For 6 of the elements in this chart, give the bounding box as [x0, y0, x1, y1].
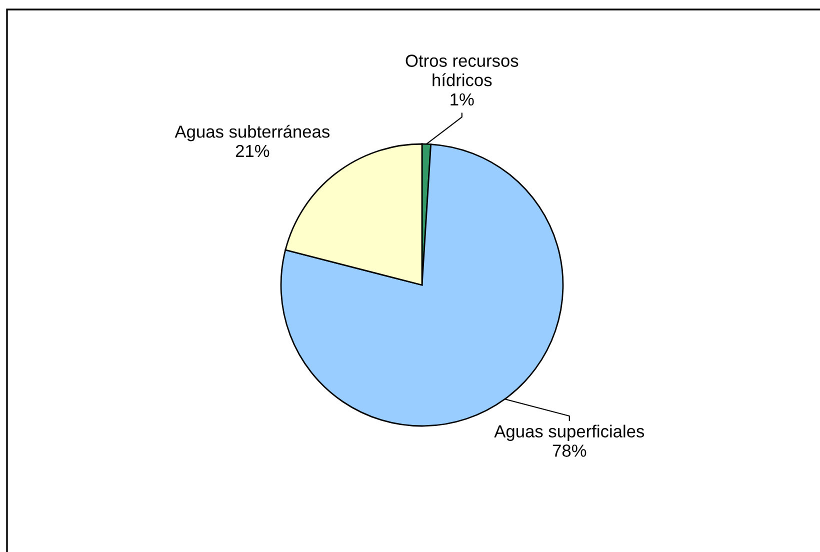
- slice-label: Aguas subterráneas: [174, 124, 330, 142]
- slice-label: Otros recursos hídricos: [406, 54, 518, 86]
- slice-label: Aguas superficiales: [494, 424, 644, 441]
- data-label: 78%: [552, 444, 586, 457]
- data-label: 21%: [236, 144, 270, 158]
- data-label: 1%: [450, 93, 474, 106]
